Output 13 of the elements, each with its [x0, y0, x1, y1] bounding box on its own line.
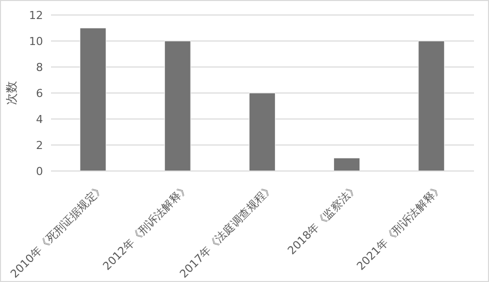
- y-tick-label: 12: [29, 8, 43, 22]
- y-tick-label: 6: [36, 86, 43, 100]
- bar: [164, 40, 191, 171]
- bar: [418, 40, 445, 171]
- y-tick-label: 8: [36, 60, 43, 74]
- y-tick-label: 2: [36, 138, 43, 152]
- bar: [80, 28, 106, 171]
- y-tick-label: 4: [36, 112, 43, 126]
- bar: [334, 158, 360, 171]
- y-axis-title: 次数: [4, 81, 18, 105]
- y-tick-label: 0: [36, 164, 43, 178]
- y-tick-label: 10: [29, 34, 43, 48]
- bar: [248, 92, 276, 171]
